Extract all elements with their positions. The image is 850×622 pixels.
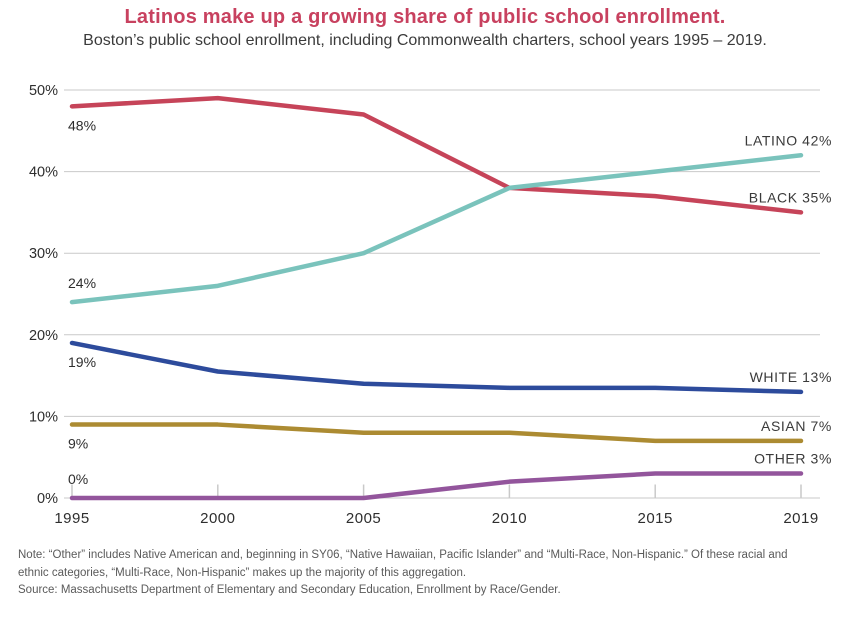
series-end-label: OTHER 3% <box>754 451 832 467</box>
x-axis-label: 2019 <box>783 510 818 527</box>
chart-subtitle: Boston’s public school enrollment, inclu… <box>83 32 767 49</box>
x-axis-label: 2005 <box>346 510 381 527</box>
chart-title: Latinos make up a growing share of publi… <box>124 6 726 28</box>
series-start-value-label: 48% <box>68 117 96 133</box>
y-axis-label: 50% <box>29 83 58 99</box>
series-line-latino <box>69 153 804 305</box>
x-axis-label: 2000 <box>200 510 235 527</box>
y-axis-label: 0% <box>37 491 58 507</box>
series-end-label: ASIAN 7% <box>761 418 832 434</box>
x-axis-label: 2010 <box>492 510 527 527</box>
x-axis-label: 1995 <box>54 510 89 527</box>
series-start-value-label: 0% <box>68 471 88 487</box>
series-end-label: LATINO 42% <box>745 132 832 148</box>
source-text: Source: Massachusetts Department of Elem… <box>18 584 561 596</box>
enrollment-line-chart: 0% 10% 20% 30% 40% 50% 1995 2000 2005 2010 2015 201… <box>29 83 832 527</box>
note-text: Note: “Other” includes Native American a… <box>18 549 788 579</box>
series-start-value-label: 19% <box>68 354 96 370</box>
series-start-value-label: 24% <box>68 275 96 291</box>
series-end-label: WHITE 13% <box>750 369 832 385</box>
series-line-white <box>69 340 804 395</box>
y-axis-label: 20% <box>29 328 58 344</box>
x-axis-label: 2015 <box>638 510 673 527</box>
y-axis-label: 40% <box>29 165 58 181</box>
y-axis-label: 30% <box>29 246 58 262</box>
series-end-label: BLACK 35% <box>749 189 832 205</box>
series-line-asian <box>69 422 804 444</box>
y-axis-label: 10% <box>29 409 58 425</box>
series-start-value-label: 9% <box>68 436 88 452</box>
series-line-other <box>69 471 804 501</box>
series-line-black <box>69 95 804 215</box>
